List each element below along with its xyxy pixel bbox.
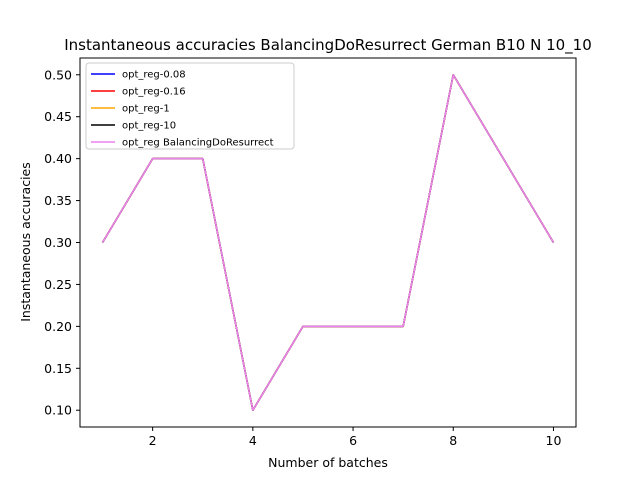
x-axis: 2 4 6 8 10 [149, 427, 562, 448]
x-tick-label: 10 [546, 433, 562, 448]
series-layer [101, 74, 555, 411]
y-tick-label: 0.20 [44, 319, 72, 334]
y-tick-label: 0.35 [44, 193, 72, 208]
legend: opt_reg-0.08 opt_reg-0.16 opt_reg-1 opt_reg… [85, 62, 295, 150]
y-tick-label: 0.10 [44, 403, 72, 418]
y-tick-label: 0.40 [44, 151, 72, 166]
x-tick-label: 4 [249, 433, 257, 448]
legend-label: opt_reg-0.08 [122, 70, 186, 81]
y-tick-label: 0.30 [44, 235, 72, 250]
y-tick-label: 0.50 [44, 67, 72, 82]
y-tick-label: 0.25 [44, 277, 72, 292]
series-line-5 [101, 74, 555, 411]
x-tick-label: 2 [149, 433, 157, 448]
legend-label: opt_reg BalancingDoResurrect [122, 138, 274, 149]
x-axis-title: Number of batches [268, 455, 388, 470]
legend-box [85, 62, 295, 150]
y-tick-label: 0.15 [44, 361, 72, 376]
x-tick-label: 6 [349, 433, 357, 448]
y-axis: 0.10 0.15 0.20 0.25 0.30 0.35 0.40 0.45 0.50 [44, 67, 80, 418]
y-tick-label: 0.45 [44, 109, 72, 124]
chart-title: Instantaneous accuracies BalancingDoResu… [64, 36, 592, 55]
legend-label: opt_reg-0.16 [122, 87, 186, 98]
y-axis-title: Instantaneous accuracies [18, 162, 33, 322]
legend-label: opt_reg-1 [122, 104, 170, 115]
x-tick-label: 8 [449, 433, 457, 448]
legend-label: opt_reg-10 [122, 121, 176, 132]
